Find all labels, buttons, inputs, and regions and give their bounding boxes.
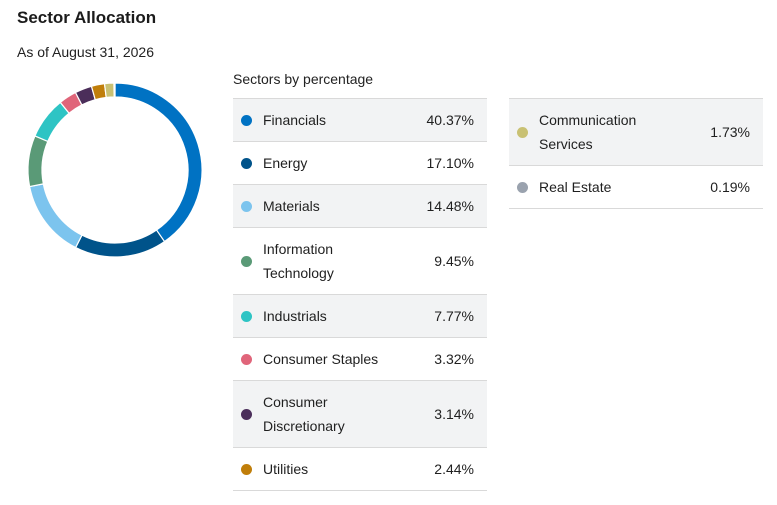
sector-name: Utilities [263,461,309,477]
sector-name: Communication Services [539,112,637,152]
sector-row: Financials 40.37% [233,99,487,142]
sector-row: Real Estate 0.19% [509,166,763,209]
legend-dot-icon [241,157,252,169]
sector-name: Financials [263,112,327,128]
donut-slice-materials [28,183,83,249]
table-heading: Sectors by percentage [233,71,374,87]
legend-dot-icon [241,200,252,212]
sector-name: Industrials [263,308,327,324]
sector-percentage: 14.48% [426,198,474,214]
sector-name: Real Estate [539,179,612,195]
sector-percentage: 9.45% [434,253,474,269]
page-title: Sector Allocation [17,8,157,27]
sector-row: Information Technology 9.45% [233,228,487,295]
donut-slice-information-technology [27,135,49,188]
donut-slice-energy [74,229,166,258]
sector-table-right: Communication Services 1.73% Real Estate 0.… [509,98,763,209]
sector-donut-chart [27,82,203,258]
sector-percentage: 3.32% [434,351,474,367]
sector-percentage: 0.19% [710,179,750,195]
legend-dot-icon [241,408,252,420]
sector-row: Communication Services 1.73% [509,99,763,166]
legend-dot-icon [241,114,252,126]
donut-slice-financials [114,82,203,243]
sector-percentage: 2.44% [434,461,474,477]
sector-row: Consumer Discretionary 3.14% [233,381,487,448]
sector-row: Energy 17.10% [233,142,487,185]
sector-percentage: 1.73% [710,124,750,140]
sector-row: Materials 14.48% [233,185,487,228]
sector-table-left: Financials 40.37% Energy 17.10% Materials 14.… [233,98,487,491]
sector-name: Materials [263,198,320,214]
sector-name: Energy [263,155,308,171]
sector-percentage: 3.14% [434,406,474,422]
donut-slice-industrials [34,101,70,143]
donut-slice-communication-services [103,82,115,99]
sector-percentage: 17.10% [426,155,474,171]
legend-dot-icon [241,353,252,365]
sector-row: Consumer Staples 3.32% [233,338,487,381]
legend-dot-icon [517,126,528,138]
as-of-date: As of August 31, 2026 [17,44,154,60]
sector-percentage: 7.77% [434,308,474,324]
sector-row: Industrials 7.77% [233,295,487,338]
sector-name: Information Technology [263,241,334,281]
legend-dot-icon [241,463,252,475]
sector-name: Consumer Discretionary [263,394,345,434]
legend-dot-icon [241,255,252,267]
donut-slice-real-estate [113,82,116,98]
legend-dot-icon [517,181,528,193]
sector-name: Consumer Staples [263,351,379,367]
sector-row: Utilities 2.44% [233,448,487,491]
legend-dot-icon [241,310,252,322]
sector-percentage: 40.37% [426,112,474,128]
